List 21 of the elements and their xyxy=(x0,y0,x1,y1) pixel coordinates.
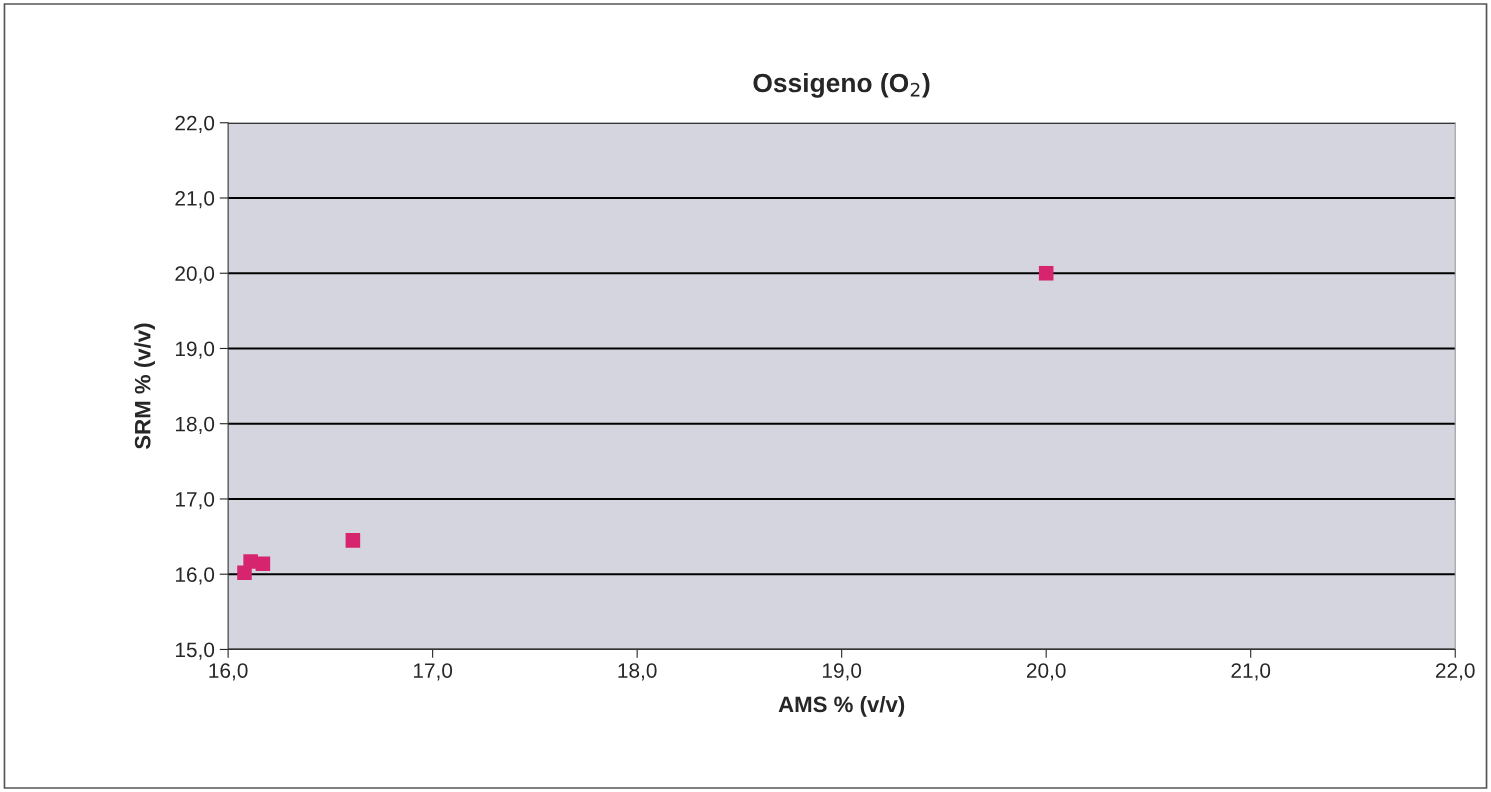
y-tick-label: 21,0 xyxy=(175,191,215,209)
point xyxy=(1038,265,1054,281)
x-tick-label: 17,0 xyxy=(413,663,453,681)
y-tick-label: 19,0 xyxy=(175,341,215,359)
y-tick-label: 15,0 xyxy=(175,642,215,660)
chart-title: Ossigeno (O$_{2}$) xyxy=(753,72,930,98)
point xyxy=(345,533,361,548)
y-tick-label: 16,0 xyxy=(175,567,215,585)
y-tick-label: 18,0 xyxy=(175,416,215,434)
y-tick-label: 17,0 xyxy=(175,491,215,510)
y-tick-label: 20,0 xyxy=(175,266,215,284)
x-tick-label: 18,0 xyxy=(618,663,657,681)
x-tick-label: 19,0 xyxy=(822,663,862,681)
x-tick-label: 22,0 xyxy=(1435,663,1475,681)
x-tick-label: 21,0 xyxy=(1231,663,1271,681)
x-tick-label: 20,0 xyxy=(1026,663,1066,681)
point xyxy=(255,556,271,571)
x-axis-title: AMS % (v/v) xyxy=(778,695,905,717)
y-tick-label: 22,0 xyxy=(175,115,215,133)
y-axis-title: SRM % (v/v) xyxy=(134,323,155,450)
x-tick-label: 16,0 xyxy=(209,663,248,681)
